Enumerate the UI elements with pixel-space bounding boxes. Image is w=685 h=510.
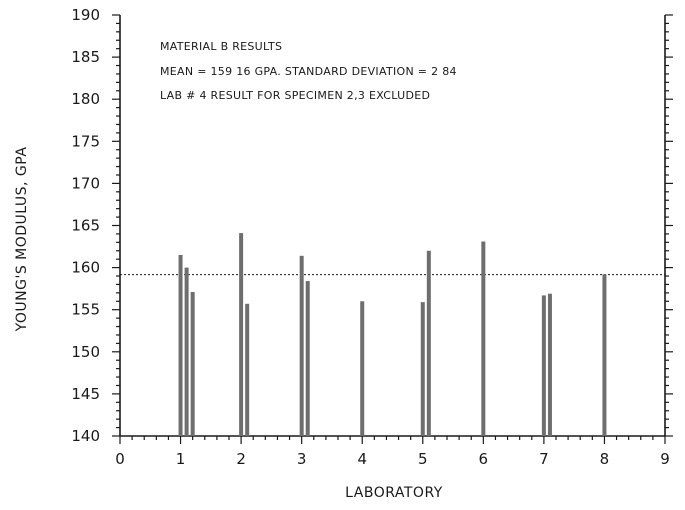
annotation-material: MATERIAL B RESULTS: [160, 40, 282, 53]
annotation-mean-stddev: MEAN = 159 16 GPA. STANDARD DEVIATION = …: [160, 65, 457, 78]
y-tick-label: 145: [71, 385, 100, 403]
bar: [299, 255, 304, 436]
bar: [541, 295, 546, 436]
x-tick-label: 4: [357, 450, 367, 468]
bar: [178, 254, 183, 436]
y-axis-title: YOUNG'S MODULUS, GPA: [14, 147, 30, 333]
bar: [602, 274, 607, 436]
y-tick-label: 155: [71, 301, 100, 319]
y-tick-label: 140: [71, 427, 100, 445]
annotation-exclusion: LAB # 4 RESULT FOR SPECIMEN 2,3 EXCLUDED: [160, 89, 430, 102]
bar: [239, 233, 244, 436]
x-tick-label: 0: [115, 450, 125, 468]
bar: [481, 241, 486, 436]
bar: [426, 250, 431, 436]
x-tick-label: 1: [176, 450, 186, 468]
bar: [190, 292, 195, 436]
y-tick-label: 190: [71, 6, 100, 24]
bar: [305, 281, 310, 436]
x-tick-label: 2: [236, 450, 246, 468]
axes: [119, 15, 666, 437]
y-tick-label: 175: [71, 132, 100, 150]
x-axis-title: LABORATORY: [345, 485, 443, 501]
x-tick-label: 3: [297, 450, 307, 468]
y-tick-label: 185: [71, 48, 100, 66]
y-tick-label: 160: [71, 259, 100, 277]
x-tick-label: 7: [539, 450, 549, 468]
x-tick-label: 8: [600, 450, 610, 468]
bar: [245, 303, 250, 436]
x-tick-label: 9: [660, 450, 670, 468]
bar: [420, 302, 425, 436]
y-tick-label: 180: [71, 90, 100, 108]
y-tick-label: 150: [71, 343, 100, 361]
bar: [547, 293, 552, 436]
tick-marks: [112, 14, 673, 444]
y-tick-label: 165: [71, 217, 100, 235]
x-tick-label: 5: [418, 450, 428, 468]
bars: [178, 233, 607, 436]
tick-labels: 140 145 150 155 160 165 170 175 180 185 190 0 1 2 3 4 5 6…: [71, 6, 669, 468]
y-tick-label: 170: [71, 174, 100, 192]
x-tick-label: 6: [479, 450, 489, 468]
bar: [360, 301, 365, 436]
bar: [184, 267, 189, 436]
